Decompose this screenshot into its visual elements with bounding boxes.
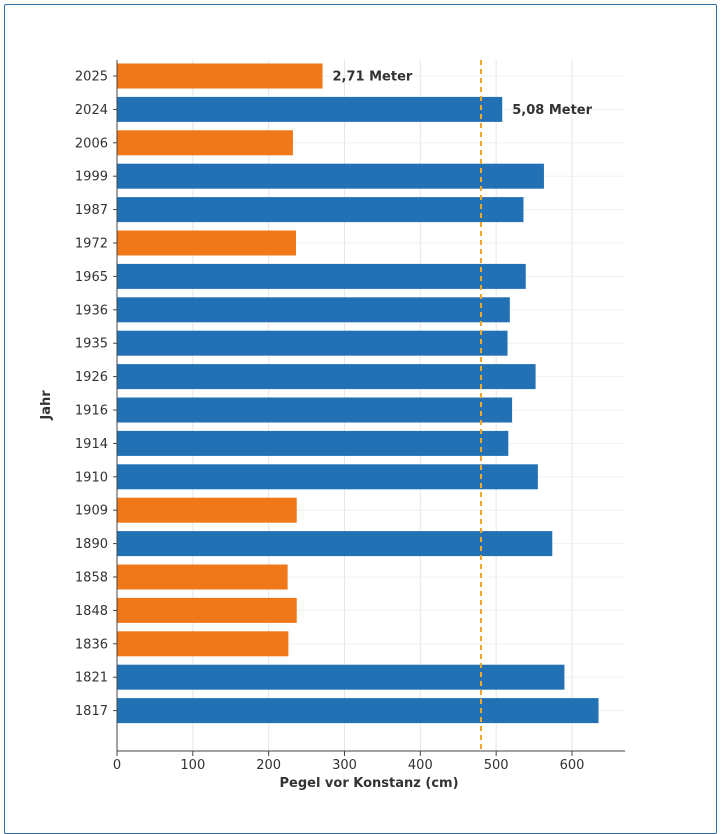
y-tick-label: 1821 <box>75 671 108 686</box>
x-tick-label: 200 <box>256 758 281 773</box>
x-tick-label: 0 <box>113 758 121 773</box>
bar-1821 <box>117 665 564 690</box>
y-tick-label: 1935 <box>75 337 108 352</box>
bar-2006 <box>117 130 293 155</box>
bar-1936 <box>117 297 510 322</box>
bar-1890 <box>117 531 552 556</box>
y-tick-label: 2024 <box>75 103 108 118</box>
y-tick-label: 1909 <box>75 504 108 519</box>
bar-1926 <box>117 364 536 389</box>
x-tick-label: 400 <box>408 758 433 773</box>
bar-2024 <box>117 97 502 122</box>
y-tick-label: 1848 <box>75 604 108 619</box>
bar-1965 <box>117 264 526 289</box>
bar-1987 <box>117 197 523 222</box>
bar-1910 <box>117 464 538 489</box>
bar-2025 <box>117 64 323 89</box>
bar-1999 <box>117 164 544 189</box>
bar-1914 <box>117 431 508 456</box>
x-tick-label: 300 <box>332 758 357 773</box>
y-tick-label: 2006 <box>75 136 108 151</box>
y-tick-label: 1965 <box>75 270 108 285</box>
y-tick-label: 2025 <box>75 70 108 85</box>
y-tick-label: 1926 <box>75 370 108 385</box>
y-tick-label: 1936 <box>75 303 108 318</box>
y-tick-label: 1916 <box>75 404 108 419</box>
y-tick-label: 1910 <box>75 470 108 485</box>
x-tick-label: 600 <box>560 758 585 773</box>
data-label: 5,08 Meter <box>512 103 592 118</box>
x-axis-title: Pegel vor Konstanz (cm) <box>279 776 458 791</box>
y-tick-label: 1890 <box>75 537 108 552</box>
x-tick-label: 100 <box>180 758 205 773</box>
x-tick-label: 500 <box>484 758 509 773</box>
y-tick-label: 1858 <box>75 571 108 586</box>
bar-1836 <box>117 631 288 656</box>
y-tick-label: 1836 <box>75 637 108 652</box>
y-tick-label: 1817 <box>75 704 108 719</box>
bar-1848 <box>117 598 297 623</box>
bar-1935 <box>117 331 508 356</box>
bar-1916 <box>117 398 512 423</box>
y-tick-label: 1999 <box>75 170 108 185</box>
y-axis-title: Jahr <box>39 390 54 421</box>
bar-1909 <box>117 498 297 523</box>
bar-1817 <box>117 698 599 723</box>
y-tick-label: 1987 <box>75 203 108 218</box>
bar-1972 <box>117 231 296 256</box>
y-tick-label: 1972 <box>75 237 108 252</box>
y-tick-label: 1914 <box>75 437 108 452</box>
data-label: 2,71 Meter <box>333 70 413 85</box>
bar-1858 <box>117 565 288 590</box>
